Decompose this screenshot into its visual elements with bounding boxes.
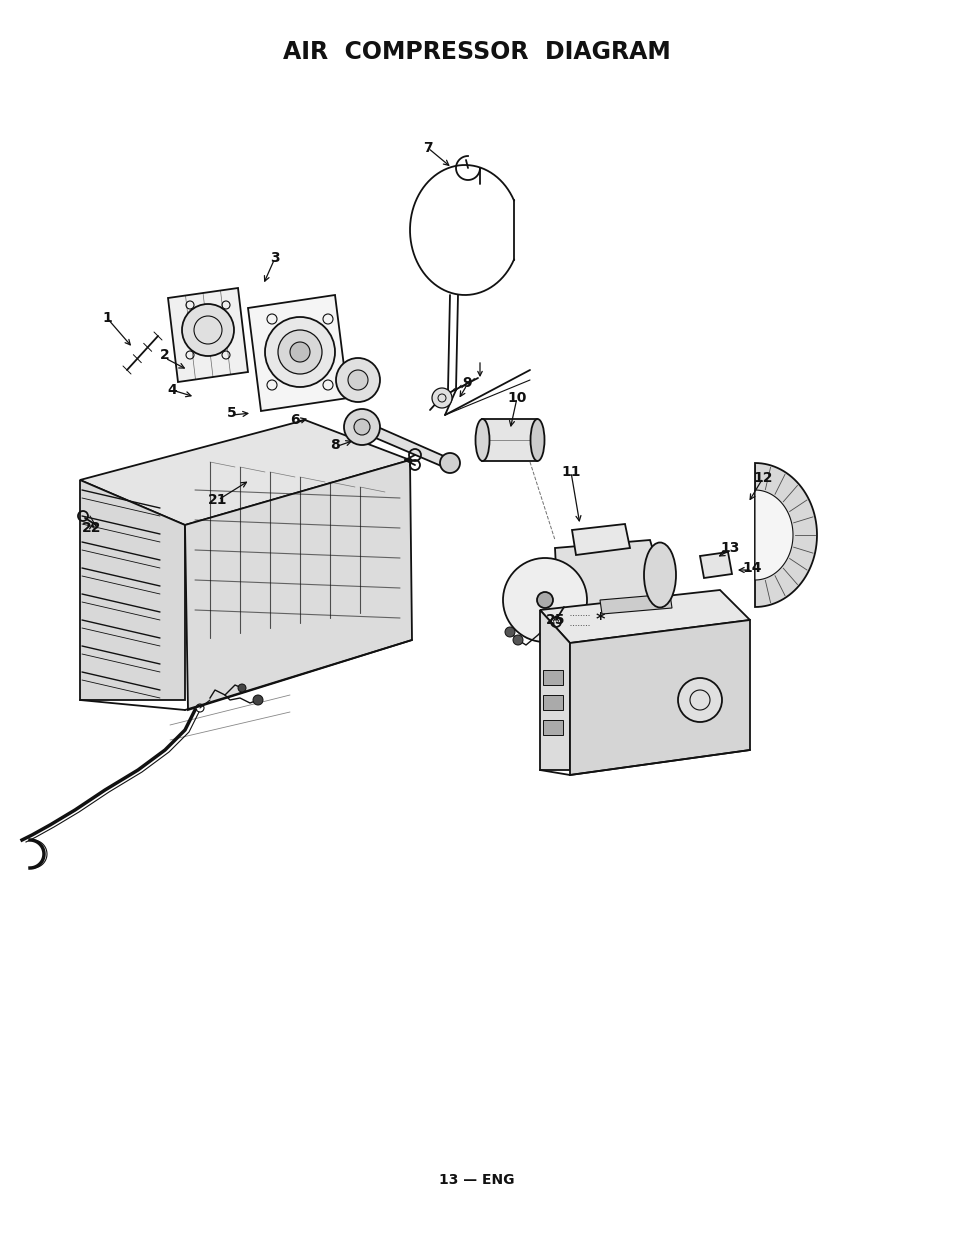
Text: 9: 9	[461, 375, 472, 390]
Text: 21: 21	[208, 493, 228, 508]
Circle shape	[439, 453, 459, 473]
Text: 22: 22	[82, 521, 102, 535]
Circle shape	[504, 627, 515, 637]
Text: 4: 4	[167, 383, 176, 396]
Text: 13 — ENG: 13 — ENG	[438, 1173, 515, 1187]
Text: 14: 14	[741, 561, 760, 576]
Polygon shape	[539, 610, 569, 769]
Text: 7: 7	[423, 141, 433, 156]
Polygon shape	[754, 490, 792, 580]
Polygon shape	[527, 613, 544, 635]
Text: 10: 10	[507, 391, 526, 405]
Text: 6: 6	[290, 412, 299, 427]
Polygon shape	[524, 566, 538, 590]
Circle shape	[253, 695, 263, 705]
Polygon shape	[555, 540, 667, 610]
Ellipse shape	[530, 419, 544, 461]
Text: 1: 1	[102, 311, 112, 325]
Circle shape	[537, 592, 553, 608]
Circle shape	[678, 678, 721, 722]
Text: AIR  COMPRESSOR  DIAGRAM: AIR COMPRESSOR DIAGRAM	[283, 40, 670, 64]
Polygon shape	[754, 463, 816, 606]
Text: *: *	[595, 611, 604, 629]
Text: 11: 11	[560, 466, 580, 479]
Circle shape	[182, 304, 233, 356]
Polygon shape	[364, 421, 446, 468]
Polygon shape	[544, 564, 561, 588]
Circle shape	[265, 317, 335, 387]
Circle shape	[237, 684, 246, 692]
Polygon shape	[509, 583, 532, 600]
Circle shape	[348, 370, 368, 390]
Polygon shape	[248, 295, 348, 411]
Circle shape	[513, 635, 522, 645]
Polygon shape	[554, 580, 578, 594]
Polygon shape	[542, 720, 562, 735]
Polygon shape	[542, 695, 562, 710]
Polygon shape	[551, 609, 564, 635]
Text: 25: 25	[546, 613, 565, 627]
Ellipse shape	[643, 542, 676, 608]
Text: 8: 8	[330, 438, 339, 452]
Polygon shape	[510, 606, 536, 620]
Circle shape	[344, 409, 379, 445]
Circle shape	[354, 419, 370, 435]
Polygon shape	[80, 420, 410, 525]
Circle shape	[335, 358, 379, 403]
Circle shape	[432, 388, 452, 408]
Text: 12: 12	[753, 471, 772, 485]
Text: 13: 13	[720, 541, 739, 555]
Circle shape	[502, 558, 586, 642]
Ellipse shape	[475, 419, 489, 461]
Text: 2: 2	[160, 348, 170, 362]
Polygon shape	[168, 288, 248, 382]
Polygon shape	[482, 419, 537, 461]
Polygon shape	[572, 524, 629, 555]
Text: 5: 5	[227, 406, 236, 420]
Polygon shape	[569, 620, 749, 776]
Polygon shape	[539, 590, 749, 643]
Text: 3: 3	[270, 251, 279, 266]
Polygon shape	[557, 600, 579, 618]
Polygon shape	[80, 480, 185, 700]
Circle shape	[277, 330, 322, 374]
Circle shape	[290, 342, 310, 362]
Polygon shape	[542, 671, 562, 685]
Polygon shape	[700, 552, 731, 578]
Polygon shape	[185, 459, 412, 710]
Polygon shape	[599, 594, 671, 614]
